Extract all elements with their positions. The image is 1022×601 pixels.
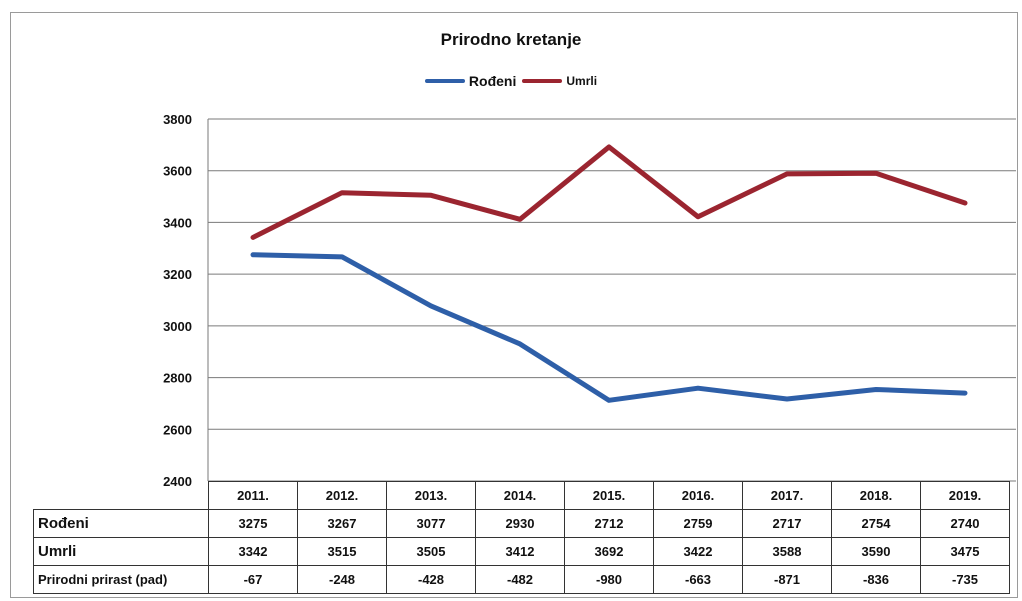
table-cell: -67 bbox=[208, 565, 298, 594]
legend-swatch-umrli bbox=[522, 79, 563, 83]
table-year-cell: 2019. bbox=[920, 481, 1010, 510]
legend-item-rodeni: Rođeni bbox=[424, 73, 517, 89]
data-point-umrli bbox=[518, 217, 522, 222]
data-point-rodeni bbox=[518, 341, 522, 346]
table-cell: 2759 bbox=[653, 509, 743, 538]
table-cell: 2717 bbox=[742, 509, 832, 538]
table-cell: -735 bbox=[920, 565, 1010, 594]
y-tick-label: 3400 bbox=[163, 215, 192, 230]
data-point-umrli bbox=[340, 190, 344, 195]
table-row-rodeni: Rođeni 3275 3267 3077 2930 2712 2759 271… bbox=[33, 509, 1010, 538]
table-row-label: Umrli bbox=[33, 537, 209, 566]
table-year-cell: 2017. bbox=[742, 481, 832, 510]
data-point-umrli bbox=[696, 214, 700, 219]
table-year-cell: 2014. bbox=[475, 481, 565, 510]
table-cell: -482 bbox=[475, 565, 565, 594]
y-tick-label: 3200 bbox=[163, 267, 192, 282]
table-cell: -428 bbox=[386, 565, 476, 594]
series-line-rodeni bbox=[250, 252, 968, 403]
table-cell: 3077 bbox=[386, 509, 476, 538]
table-row-umrli: Umrli 3342 3515 3505 3412 3692 3422 3588… bbox=[33, 537, 1010, 566]
table-cell: 3475 bbox=[920, 537, 1010, 566]
table-year-cell: 2015. bbox=[564, 481, 654, 510]
table-cell: -248 bbox=[297, 565, 387, 594]
y-tick-label: 3600 bbox=[163, 164, 192, 179]
data-point-rodeni bbox=[785, 397, 789, 402]
data-point-umrli bbox=[785, 171, 789, 176]
data-point-umrli bbox=[429, 193, 433, 198]
table-cell: 3505 bbox=[386, 537, 476, 566]
table-header-row: 2011. 2012. 2013. 2014. 2015. 2016. 2017… bbox=[33, 481, 1010, 510]
data-point-rodeni bbox=[963, 391, 967, 396]
table-cell: 2930 bbox=[475, 509, 565, 538]
chart-title: Prirodno kretanje bbox=[440, 30, 582, 49]
table-year-cell: 2011. bbox=[208, 481, 298, 510]
table-cell: 2754 bbox=[831, 509, 921, 538]
data-point-rodeni bbox=[340, 254, 344, 259]
y-tick-label: 3800 bbox=[163, 112, 192, 127]
data-table: 2011. 2012. 2013. 2014. 2015. 2016. 2017… bbox=[33, 481, 1010, 594]
table-cell: 3412 bbox=[475, 537, 565, 566]
table-row-prirast: Prirodni prirast (pad) -67 -248 -428 -48… bbox=[33, 565, 1010, 594]
data-point-rodeni bbox=[607, 398, 611, 403]
data-point-rodeni bbox=[429, 303, 433, 308]
table-cell: 3692 bbox=[564, 537, 654, 566]
table-cell: 3267 bbox=[297, 509, 387, 538]
data-point-rodeni bbox=[874, 387, 878, 392]
table-year-cell: 2018. bbox=[831, 481, 921, 510]
y-tick-label: 2600 bbox=[163, 422, 192, 437]
table-row-label: Prirodni prirast (pad) bbox=[33, 565, 209, 594]
data-point-umrli bbox=[874, 171, 878, 176]
data-point-rodeni bbox=[251, 252, 255, 257]
data-point-umrli bbox=[251, 235, 255, 240]
y-tick-label: 2800 bbox=[163, 371, 192, 386]
table-cell: 3275 bbox=[208, 509, 298, 538]
table-year-cell: 2012. bbox=[297, 481, 387, 510]
table-cell: 3422 bbox=[653, 537, 743, 566]
series-line-umrli bbox=[250, 144, 968, 240]
data-point-umrli bbox=[963, 201, 967, 206]
table-cell: -836 bbox=[831, 565, 921, 594]
table-row-label: Rođeni bbox=[33, 509, 209, 538]
chart-legend: Rođeni Umrli bbox=[0, 73, 1022, 89]
legend-label-rodeni: Rođeni bbox=[468, 73, 517, 89]
table-cell: -663 bbox=[653, 565, 743, 594]
table-cell: 3588 bbox=[742, 537, 832, 566]
table-cell: 2712 bbox=[564, 509, 654, 538]
y-tick-label: 3000 bbox=[163, 319, 192, 334]
data-point-rodeni bbox=[696, 386, 700, 391]
table-year-cell: 2013. bbox=[386, 481, 476, 510]
table-cell: 3515 bbox=[297, 537, 387, 566]
table-cell: 3590 bbox=[831, 537, 921, 566]
data-point-umrli bbox=[607, 144, 611, 149]
table-cell: -980 bbox=[564, 565, 654, 594]
table-corner bbox=[33, 481, 209, 510]
table-cell: 3342 bbox=[208, 537, 298, 566]
table-year-cell: 2016. bbox=[653, 481, 743, 510]
legend-label-umrli: Umrli bbox=[566, 74, 598, 88]
table-cell: 2740 bbox=[920, 509, 1010, 538]
legend-swatch-rodeni bbox=[424, 79, 465, 83]
table-cell: -871 bbox=[742, 565, 832, 594]
legend-item-umrli: Umrli bbox=[522, 74, 597, 88]
